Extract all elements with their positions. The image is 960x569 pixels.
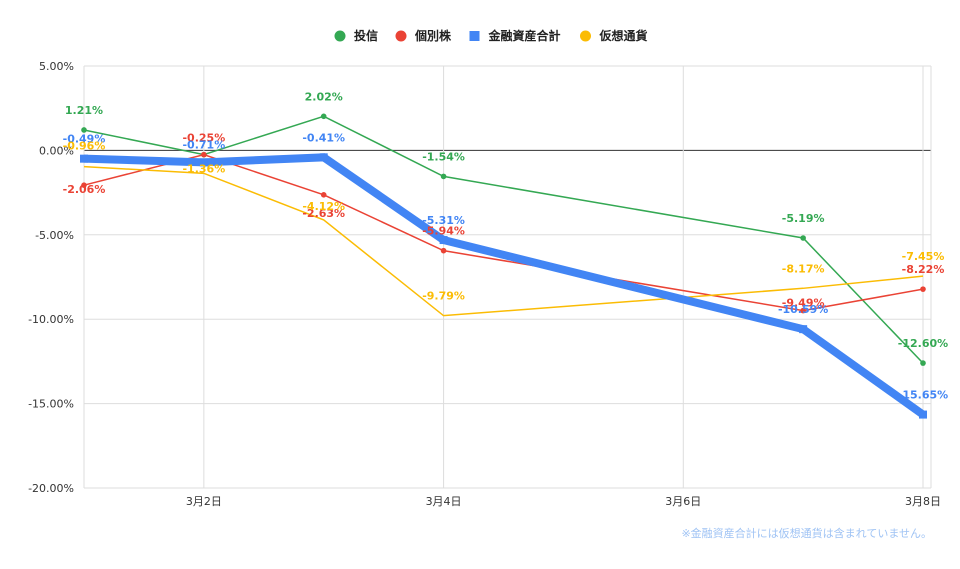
data-point bbox=[920, 360, 926, 366]
y-tick-label: -20.00% bbox=[28, 482, 74, 495]
legend-label: 仮想通貨 bbox=[599, 28, 648, 43]
data-label: -1.36% bbox=[182, 162, 225, 175]
y-tick-label: 0.00% bbox=[39, 144, 74, 157]
data-point bbox=[201, 151, 207, 158]
data-label: -15.65% bbox=[898, 389, 948, 402]
data-label: -0.41% bbox=[302, 131, 345, 144]
series-line bbox=[83, 153, 924, 312]
footnote: ※金融資産合計には仮想通貨は含まれていません。 bbox=[681, 527, 932, 540]
legend-label: 金融資産合計 bbox=[488, 28, 561, 43]
x-tick-label: 3月6日 bbox=[665, 495, 701, 508]
legend-marker bbox=[334, 30, 346, 42]
data-label: -12.60% bbox=[898, 337, 948, 350]
data-point bbox=[319, 153, 328, 162]
data-labels: 1.21% 2.02% -1.54% -5.19% -12.60% -2.06% -0.25… bbox=[63, 90, 949, 401]
data-label: -2.63% bbox=[302, 207, 345, 220]
series-line bbox=[83, 165, 924, 317]
data-point bbox=[800, 307, 806, 314]
data-label: 2.02% bbox=[305, 90, 343, 103]
legend-marker bbox=[580, 30, 591, 42]
legend: 投信 個別株 金融資産合計 仮想通貨 bbox=[334, 28, 648, 43]
data-point bbox=[440, 247, 447, 254]
data-label: -1.54% bbox=[422, 150, 465, 163]
data-label: -0.49% bbox=[63, 133, 106, 146]
data-label: -5.19% bbox=[782, 212, 825, 225]
y-tick-label: -15.00% bbox=[28, 398, 74, 411]
y-tick-label: -5.00% bbox=[35, 229, 74, 242]
data-label: -2.06% bbox=[63, 183, 106, 196]
x-tick-label: 3月2日 bbox=[186, 495, 222, 508]
data-point bbox=[81, 127, 87, 133]
data-point bbox=[320, 113, 327, 120]
data-point bbox=[800, 235, 806, 241]
data-point bbox=[920, 286, 926, 292]
data-point bbox=[440, 173, 447, 180]
data-label: -4.12% bbox=[302, 200, 345, 213]
legend-marker bbox=[395, 30, 407, 42]
data-label: -0.25% bbox=[182, 132, 225, 145]
legend-marker bbox=[469, 31, 480, 41]
data-point bbox=[439, 236, 448, 245]
data-label: -5.94% bbox=[422, 225, 465, 238]
y-tick-label: -10.00% bbox=[28, 313, 74, 326]
data-label: 1.21% bbox=[65, 104, 103, 117]
series-line bbox=[83, 115, 924, 364]
data-label: -0.96% bbox=[63, 140, 106, 153]
data-label: -8.22% bbox=[902, 263, 945, 276]
data-point bbox=[799, 325, 808, 334]
data-point bbox=[80, 154, 88, 163]
data-label: -9.49% bbox=[782, 297, 825, 310]
legend-label: 個別株 bbox=[414, 28, 452, 43]
data-label: -9.79% bbox=[422, 290, 465, 303]
data-label: -10.59% bbox=[778, 303, 828, 316]
data-point bbox=[81, 182, 87, 188]
data-point bbox=[919, 410, 927, 419]
y-axis: 5.00% 0.00% -5.00% -10.00% -15.00% -20.00% bbox=[28, 60, 74, 495]
data-point bbox=[199, 158, 208, 167]
x-tick-label: 3月4日 bbox=[426, 495, 462, 508]
data-label: -8.17% bbox=[782, 262, 825, 275]
data-label: -7.45% bbox=[902, 250, 945, 263]
data-point bbox=[320, 191, 327, 198]
legend-label: 投信 bbox=[354, 28, 378, 43]
series-lines bbox=[80, 113, 927, 419]
grid bbox=[83, 65, 932, 489]
data-label: -0.71% bbox=[182, 138, 225, 151]
y-tick-label: 5.00% bbox=[39, 60, 74, 73]
series-line bbox=[83, 153, 926, 418]
data-label: -5.31% bbox=[422, 214, 465, 227]
x-tick-label: 3月8日 bbox=[905, 495, 941, 508]
x-axis: 3月2日 3月4日 3月6日 3月8日 bbox=[186, 495, 941, 508]
